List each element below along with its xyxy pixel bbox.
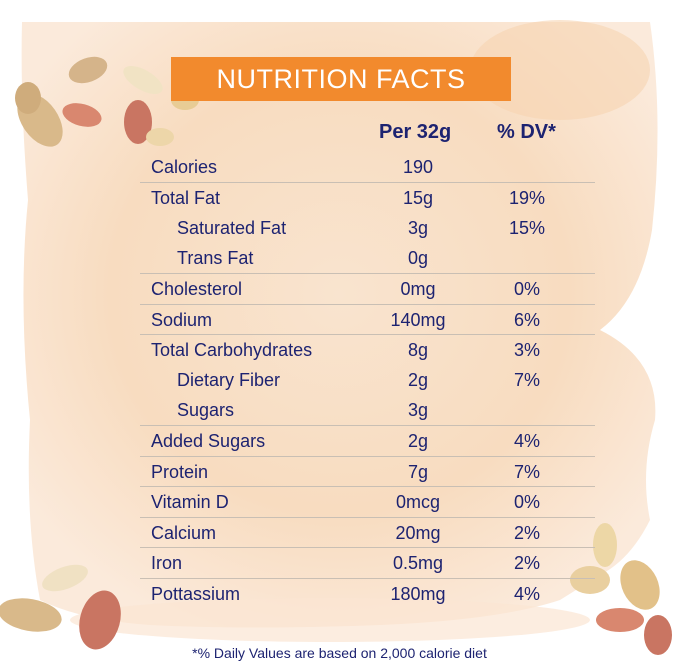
nutrient-name: Saturated Fat [177,218,287,238]
table-row: Total Fat 15g 19% [140,182,595,213]
nutrient-daily-value: 4% [513,584,540,604]
nutrient-amount: 0mg [400,279,436,299]
table-row: Calcium 20mg 2% [140,517,595,548]
nutrient-daily-value: 7% [513,370,540,390]
table-row: Saturated Fat 3g 15% [140,213,595,243]
nutrient-name: Total Fat [151,188,221,208]
footnote: *% Daily Values are based on 2,000 calor… [192,645,487,661]
title-banner: NUTRITION FACTS [171,57,511,101]
nutrient-amount: 0mcg [395,492,440,512]
nutrient-name: Iron [151,553,183,573]
nutrient-name: Cholesterol [151,279,243,299]
nutrient-amount: 3g [407,218,429,238]
nutrient-name: Vitamin D [151,492,229,512]
table-row: Trans Fat 0g [140,243,595,273]
table-row: Added Sugars 2g 4% [140,425,595,456]
nutrient-amount: 3g [407,400,429,420]
nutrient-daily-value [487,243,567,273]
nutrient-amount: 2g [407,431,429,451]
table-row: Cholesterol 0mg 0% [140,273,595,304]
nutrient-daily-value: 2% [513,553,540,573]
peanuts-bottom-right [570,523,672,655]
peanuts-bottom-left [0,564,121,650]
table-row: Sodium 140mg 6% [140,304,595,335]
nutrient-amount: 15g [402,188,434,208]
table-row: Protein 7g 7% [140,456,595,487]
nutrient-name: Protein [151,462,209,482]
nutrient-daily-value [487,152,567,182]
nutrient-amount: 2g [407,370,429,390]
nutrient-name: Sugars [177,400,235,420]
table-row: Pottassium 180mg 4% [140,578,595,609]
table-row: Total Carbohydrates 8g 3% [140,334,595,365]
nutrient-name: Trans Fat [177,248,254,268]
nutrient-amount: 0.5mg [392,553,444,573]
nutrient-name: Pottassium [151,584,241,604]
nutrient-daily-value: 2% [513,523,540,543]
peanuts-top-left [15,56,199,147]
nutrient-amount: 7g [407,462,429,482]
nutrient-daily-value: 6% [513,310,540,330]
nutrient-name: Calories [151,157,218,177]
column-header-daily-value: % DV* [497,121,556,143]
nutrient-amount: 20mg [395,523,441,543]
nutrient-amount: 8g [407,340,429,360]
table-row: Iron 0.5mg 2% [140,547,595,578]
nutrient-name: Calcium [151,523,217,543]
nutrient-daily-value: 15% [508,218,546,238]
nutrient-name: Added Sugars [151,431,266,451]
nutrient-amount: 0g [407,248,429,268]
nutrient-amount: 140mg [390,310,446,330]
table-row: Dietary Fiber 2g 7% [140,365,595,395]
nutrient-daily-value: 0% [513,492,540,512]
column-header-per-serving: Per 32g [379,121,452,143]
nutrient-name: Dietary Fiber [177,370,281,390]
nutrient-amount: 190 [402,157,434,177]
nutrient-amount: 180mg [390,584,446,604]
nutrient-name: Sodium [151,310,213,330]
table-row: Vitamin D 0mcg 0% [140,486,595,517]
nutrient-daily-value [487,395,567,425]
nutrient-daily-value: 4% [513,431,540,451]
nutrient-name: Total Carbohydrates [151,340,313,360]
table-row: Calories 190 [140,152,595,182]
nutrient-daily-value: 19% [508,188,546,208]
nutrient-daily-value: 3% [513,340,540,360]
nutrient-daily-value: 0% [513,279,540,299]
page-title: NUTRITION FACTS [216,63,466,94]
nutrient-daily-value: 7% [513,462,540,482]
table-row: Sugars 3g [140,395,595,425]
